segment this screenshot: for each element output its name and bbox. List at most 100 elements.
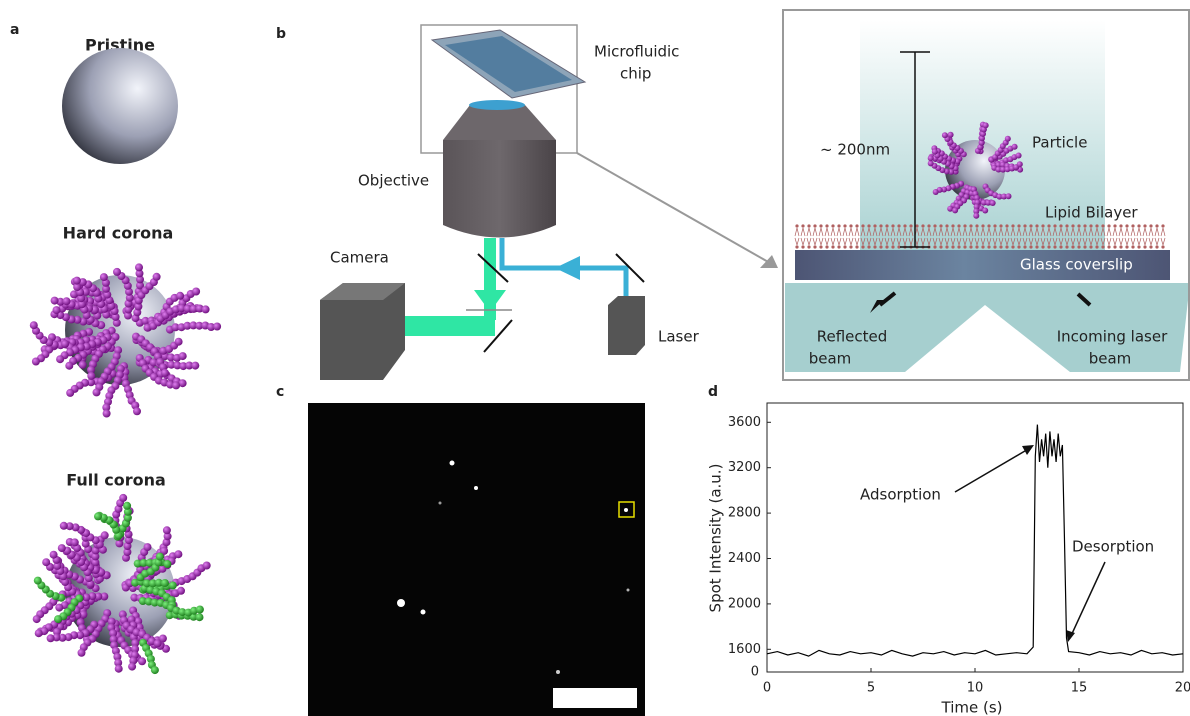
lipid-tail: [812, 227, 818, 246]
bead: [177, 586, 185, 595]
bead: [59, 521, 68, 530]
lipid-head: [1131, 245, 1135, 249]
bead: [78, 300, 86, 309]
lipid-head: [861, 245, 865, 249]
bead: [116, 364, 125, 373]
x-axis-label: Time (s): [941, 699, 1003, 716]
bead: [171, 323, 180, 332]
bead: [133, 407, 141, 416]
bead: [58, 633, 67, 642]
lipid-head: [885, 245, 889, 249]
lipid-head: [933, 224, 937, 228]
bead: [123, 548, 132, 556]
lipid-head: [1083, 245, 1087, 249]
lipid-head: [969, 245, 973, 249]
label: Laser: [658, 328, 700, 346]
bead: [62, 297, 71, 306]
lipid-tail: [1046, 227, 1052, 246]
lipid-tail: [980, 227, 986, 246]
bead: [201, 305, 210, 314]
lipid-tail: [800, 227, 806, 246]
lipid-tail: [1100, 227, 1106, 246]
lipid-head: [1107, 224, 1111, 228]
y-tick-label: 2400: [728, 551, 761, 566]
annotation-arrow: [1066, 630, 1075, 642]
bead: [53, 561, 62, 570]
bead: [202, 561, 211, 570]
zoom-line: [576, 152, 771, 264]
lipid-tail: [1118, 227, 1124, 246]
lipid-tail: [884, 227, 890, 246]
bead: [123, 513, 132, 522]
emission-beam: [383, 316, 495, 336]
bead: [148, 579, 157, 588]
bead: [131, 578, 140, 587]
lipid-head: [1137, 245, 1141, 249]
bead: [91, 552, 100, 561]
lipid-head: [855, 224, 859, 228]
bead: [82, 593, 91, 602]
laser-box: [608, 296, 645, 355]
beam-arrow: [555, 256, 580, 280]
lipid-head: [993, 245, 997, 249]
bead: [87, 378, 95, 387]
lipid-head: [1071, 224, 1075, 228]
bead: [153, 639, 162, 648]
bead: [107, 617, 116, 626]
lipid-head: [861, 224, 865, 228]
lipid-head: [879, 224, 883, 228]
lipid-head: [1089, 224, 1093, 228]
bead: [185, 361, 194, 370]
lipid-head: [1077, 245, 1081, 249]
lipid-head: [897, 245, 901, 249]
lipid-head: [1149, 224, 1153, 228]
bead: [31, 357, 40, 366]
bead: [195, 613, 204, 622]
lipid-head: [849, 245, 853, 249]
bead: [136, 281, 144, 290]
bead: [995, 161, 1002, 168]
bead: [56, 355, 65, 364]
arrow: [870, 300, 884, 313]
lipid-tail: [1142, 227, 1148, 246]
lipid-head: [1029, 224, 1033, 228]
objective-lens: [469, 100, 525, 110]
bead: [65, 522, 74, 531]
lipid-tail: [1004, 227, 1010, 246]
bead: [174, 337, 183, 346]
lipid-head: [807, 224, 811, 228]
bead: [989, 200, 996, 206]
lipid-tail: [956, 227, 962, 246]
lipid-head: [1053, 224, 1057, 228]
lipid-tail: [938, 227, 944, 246]
lipid-head: [999, 224, 1003, 228]
bead: [135, 269, 144, 278]
lipid-head: [1077, 224, 1081, 228]
bead: [33, 576, 42, 585]
bead: [100, 592, 109, 601]
bead: [102, 403, 111, 412]
lipid-tail: [854, 227, 860, 246]
lipid-head: [1089, 245, 1093, 249]
lipid-tail: [1154, 227, 1160, 246]
lipid-head: [1059, 245, 1063, 249]
spot: [449, 460, 455, 466]
lipid-head: [891, 245, 895, 249]
bead: [146, 655, 155, 663]
bead: [77, 294, 86, 303]
bead: [973, 212, 980, 219]
bead: [195, 321, 204, 330]
bead: [207, 323, 216, 331]
lipid-head: [1011, 245, 1015, 249]
lipid-tail: [1088, 227, 1094, 246]
bead: [128, 662, 137, 671]
bead: [82, 342, 91, 351]
lipid-head: [801, 224, 805, 228]
bead: [135, 263, 143, 272]
bead: [66, 388, 75, 397]
lipid-head: [873, 245, 877, 249]
lipid-head: [1125, 245, 1129, 249]
bead: [54, 615, 63, 624]
lipid-head: [1059, 224, 1063, 228]
lipid-head: [933, 245, 937, 249]
